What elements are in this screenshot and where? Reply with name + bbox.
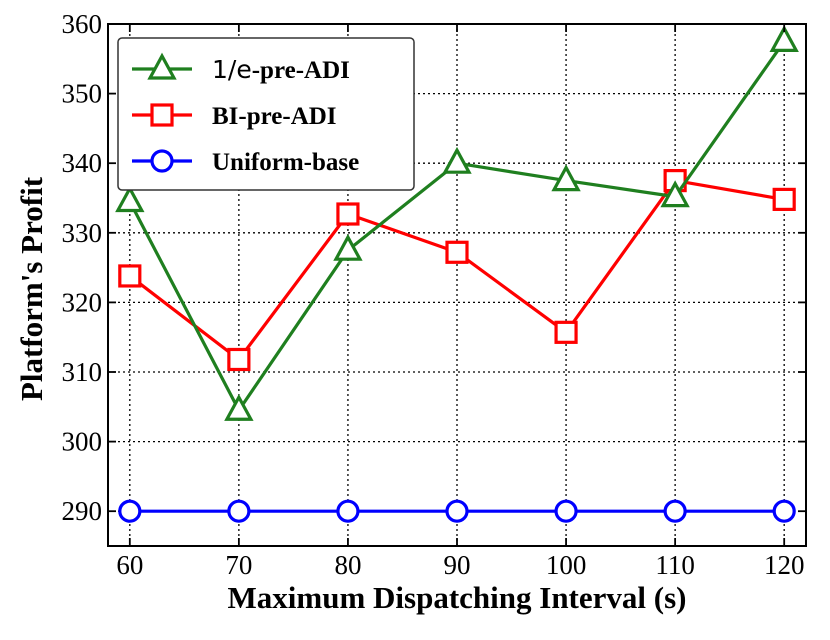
legend-label: 1/e-pre-ADI xyxy=(212,55,350,84)
data-point-square xyxy=(772,187,796,211)
legend-label-suffix: -pre-ADI xyxy=(252,57,350,84)
data-point-triangle xyxy=(769,25,799,53)
data-point-circle xyxy=(772,499,796,523)
y-tick-label: 350 xyxy=(62,79,103,109)
data-point-triangle xyxy=(224,393,254,421)
y-axis-label: Platform's Profit xyxy=(14,176,49,401)
series-circle xyxy=(118,499,796,523)
x-axis-label: Maximum Dispatching Interval (s) xyxy=(228,580,687,615)
data-point-square xyxy=(554,320,578,344)
legend-item: 1/e-pre-ADI xyxy=(132,52,350,84)
legend-marker-circle-icon xyxy=(150,149,174,173)
y-tick-label: 320 xyxy=(62,287,103,317)
x-tick-label: 110 xyxy=(655,550,695,580)
legend-marker-square-icon xyxy=(150,103,174,127)
y-tick-label: 360 xyxy=(62,9,103,39)
data-point-triangle xyxy=(551,164,581,192)
data-point-circle xyxy=(227,499,251,523)
y-tick-label: 330 xyxy=(62,218,103,248)
x-tick-label: 120 xyxy=(764,550,805,580)
x-tick-label: 100 xyxy=(546,550,587,580)
legend-item: BI-pre-ADI xyxy=(132,103,337,130)
x-tick-label: 90 xyxy=(444,550,471,580)
data-point-square xyxy=(336,202,360,226)
x-tick-label: 80 xyxy=(334,550,361,580)
data-point-triangle xyxy=(333,233,363,261)
legend: 1/e-pre-ADI BI-pre-ADI Uniform-base xyxy=(117,37,415,191)
series-triangle xyxy=(115,25,799,421)
legend-marker-triangle-icon xyxy=(147,52,177,80)
legend-item: Uniform-base xyxy=(132,149,359,176)
data-point-triangle xyxy=(442,146,472,174)
data-point-triangle xyxy=(115,185,145,213)
ticks: 60 70 80 90 100 110 120 290 300 310 320 330 340 350 36… xyxy=(62,9,806,580)
data-point-square xyxy=(445,240,469,264)
data-point-circle xyxy=(336,499,360,523)
x-tick-label: 70 xyxy=(225,550,252,580)
legend-label: Uniform-base xyxy=(212,149,359,176)
data-point-triangle xyxy=(660,180,690,208)
legend-label: BI-pre-ADI xyxy=(212,103,337,130)
data-point-circle xyxy=(118,499,142,523)
legend-label-math: 1/e xyxy=(212,55,252,84)
y-tick-label: 290 xyxy=(62,496,103,526)
y-tick-label: 340 xyxy=(62,148,103,178)
data-point-square xyxy=(118,264,142,288)
data-point-circle xyxy=(663,499,687,523)
data-point-square xyxy=(227,347,251,372)
data-point-circle xyxy=(445,499,469,523)
legend-box xyxy=(117,37,415,191)
data-point-circle xyxy=(554,499,578,523)
series-layer xyxy=(115,25,799,523)
x-tick-label: 60 xyxy=(116,550,143,580)
y-tick-label: 300 xyxy=(62,427,103,457)
y-tick-label: 310 xyxy=(62,357,103,387)
